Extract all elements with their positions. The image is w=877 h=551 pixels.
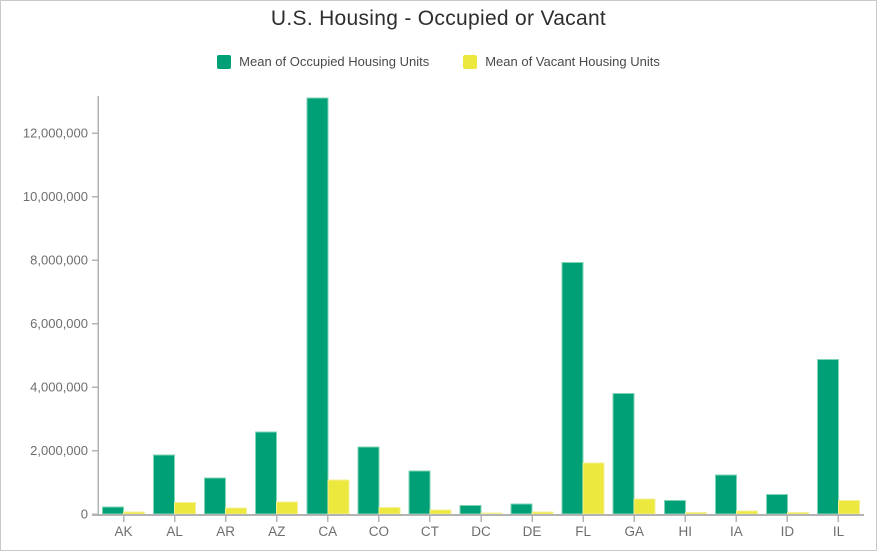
bar-occupied-de[interactable] — [510, 503, 533, 515]
y-axis-tick-label: 0 — [81, 507, 88, 522]
bar-occupied-ak[interactable] — [102, 506, 125, 515]
bar-occupied-id[interactable] — [765, 494, 788, 515]
y-axis-tick-label: 4,000,000 — [30, 380, 88, 395]
x-axis-label-dc: DC — [471, 524, 491, 539]
y-axis-tick-label: 8,000,000 — [30, 253, 88, 268]
x-axis-label-id: ID — [781, 524, 795, 539]
chart-legend: Mean of Occupied Housing Units Mean of V… — [1, 54, 876, 69]
bar-occupied-az[interactable] — [255, 431, 278, 515]
x-axis-label-al: AL — [166, 524, 183, 539]
legend-label-vacant: Mean of Vacant Housing Units — [485, 54, 660, 69]
bar-occupied-ia[interactable] — [714, 474, 737, 515]
y-axis-tick-label: 2,000,000 — [30, 443, 88, 458]
bar-vacant-al[interactable] — [174, 501, 197, 515]
bar-occupied-ca[interactable] — [306, 97, 329, 515]
bar-occupied-ga[interactable] — [612, 392, 635, 515]
bar-vacant-az[interactable] — [276, 501, 299, 515]
legend-item-occupied: Mean of Occupied Housing Units — [217, 54, 429, 69]
y-axis-tick-label: 6,000,000 — [30, 316, 88, 331]
bar-occupied-ar[interactable] — [204, 477, 227, 515]
bar-occupied-il[interactable] — [816, 358, 839, 515]
bar-vacant-il[interactable] — [837, 499, 860, 515]
y-axis-tick-label: 10,000,000 — [23, 189, 88, 204]
bar-occupied-hi[interactable] — [663, 500, 686, 515]
bar-vacant-ca[interactable] — [327, 479, 350, 515]
x-axis-label-ar: AR — [216, 524, 235, 539]
x-axis-label-ca: CA — [318, 524, 337, 539]
x-axis-label-hi: HI — [679, 524, 693, 539]
x-axis-label-co: CO — [369, 524, 389, 539]
bar-vacant-fl[interactable] — [582, 462, 605, 515]
x-axis-label-ct: CT — [421, 524, 439, 539]
bar-occupied-co[interactable] — [357, 446, 380, 515]
bar-vacant-ia[interactable] — [735, 510, 758, 515]
bar-vacant-de[interactable] — [531, 511, 554, 515]
legend-item-vacant: Mean of Vacant Housing Units — [463, 54, 660, 69]
bar-vacant-ar[interactable] — [225, 507, 248, 515]
bar-occupied-dc[interactable] — [459, 505, 482, 515]
bar-vacant-hi[interactable] — [684, 511, 707, 515]
x-axis-label-ia: IA — [730, 524, 743, 539]
x-axis-label-fl: FL — [575, 524, 591, 539]
occupied-series-swatch-icon — [217, 54, 232, 69]
x-axis-label-de: DE — [523, 524, 542, 539]
bar-vacant-id[interactable] — [786, 511, 809, 515]
bar-vacant-ak[interactable] — [123, 511, 146, 515]
bar-occupied-ct[interactable] — [408, 470, 431, 515]
x-axis-label-il: IL — [833, 524, 845, 539]
vacant-series-swatch-icon — [463, 54, 478, 69]
x-axis-label-az: AZ — [268, 524, 285, 539]
bar-vacant-co[interactable] — [378, 507, 401, 515]
bar-occupied-fl[interactable] — [561, 261, 584, 515]
y-axis-tick-label: 12,000,000 — [23, 126, 88, 141]
x-axis-label-ga: GA — [624, 524, 644, 539]
x-axis-label-ak: AK — [115, 524, 133, 539]
chart-title: U.S. Housing - Occupied or Vacant — [270, 7, 607, 30]
bar-occupied-al[interactable] — [153, 454, 176, 515]
bar-vacant-ct[interactable] — [429, 509, 452, 515]
bar-vacant-dc[interactable] — [480, 512, 503, 515]
legend-label-occupied: Mean of Occupied Housing Units — [239, 54, 430, 69]
bar-vacant-ga[interactable] — [633, 498, 656, 515]
